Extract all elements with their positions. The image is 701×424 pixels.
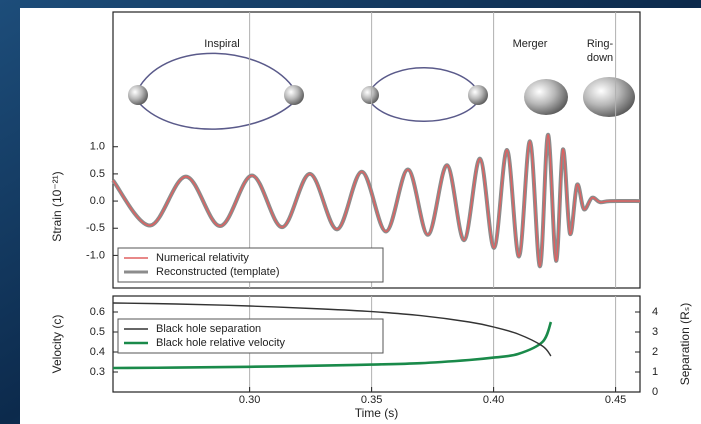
legend-box	[117, 247, 384, 283]
stage-label: Ring-	[587, 38, 614, 50]
y-axis-label: Strain (10⁻²¹)	[50, 171, 64, 241]
stage-label: down	[587, 52, 613, 64]
series-line	[112, 134, 641, 267]
y2-tick-label: 3	[652, 326, 658, 338]
y-tick-label: 0.5	[90, 326, 105, 338]
y2-tick-label: 0	[652, 386, 658, 398]
orbit	[139, 103, 293, 130]
black-hole	[128, 85, 148, 105]
y2-tick-label: 2	[652, 346, 658, 358]
plot-frame	[112, 295, 641, 393]
orbit	[371, 67, 477, 89]
x-tick-label: 0.35	[361, 394, 382, 406]
x-axis-label: Time (s)	[355, 406, 399, 420]
series-line	[112, 302, 552, 357]
y-tick-label: -0.5	[86, 222, 105, 234]
black-hole	[284, 85, 304, 105]
merger-blob	[524, 79, 568, 115]
stage-illustrations: Inspiral Merger Ring- down	[128, 38, 635, 130]
legend-label: Numerical relativity	[156, 252, 249, 264]
orbit	[139, 52, 293, 87]
legend-label: Reconstructed (template)	[156, 266, 280, 278]
black-hole	[468, 85, 488, 105]
y-tick-label: 0.5	[90, 168, 105, 180]
black-hole	[361, 86, 379, 104]
y-tick-label: 0.0	[90, 195, 105, 207]
y2-axis-label: Separation (Rₛ)	[678, 303, 692, 386]
y-tick-label: 0.6	[90, 306, 105, 318]
y-tick-label: 1.0	[90, 141, 105, 153]
stage-label: Merger	[513, 38, 548, 50]
legend-label: Black hole separation	[156, 323, 261, 335]
y-tick-label: 0.3	[90, 366, 105, 378]
legend-label: Black hole relative velocity	[156, 337, 286, 349]
figure-panel	[20, 8, 701, 424]
orbit	[371, 103, 477, 122]
y2-tick-label: 4	[652, 306, 658, 318]
x-tick-label: 0.45	[605, 394, 626, 406]
legend-box	[117, 318, 384, 354]
y-tick-label: 0.4	[90, 346, 105, 358]
y-tick-label: -1.0	[86, 249, 105, 261]
stage-label: Inspiral	[204, 38, 239, 50]
ringdown-blob	[583, 77, 635, 117]
series-line	[112, 321, 553, 370]
y2-tick-label: 1	[652, 366, 658, 378]
y-axis-label: Velocity (c)	[50, 315, 64, 374]
x-tick-label: 0.30	[239, 394, 260, 406]
x-tick-label: 0.40	[483, 394, 504, 406]
plot-frame	[112, 11, 641, 289]
